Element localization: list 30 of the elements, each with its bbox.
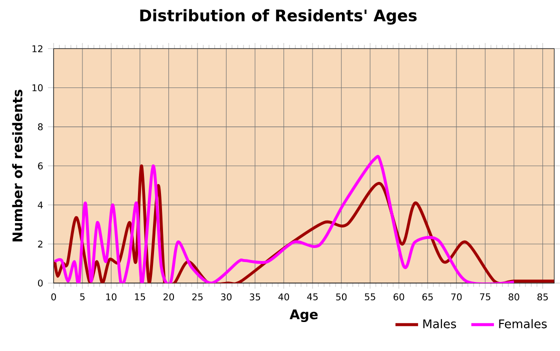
x-tick-label: 50 bbox=[336, 294, 347, 301]
y-tick-label: 6 bbox=[38, 162, 43, 170]
x-tick-label: 45 bbox=[307, 294, 318, 300]
legend-label: Males bbox=[423, 319, 456, 329]
x-tick-label: 20 bbox=[164, 294, 174, 301]
x-tick-label: 5 bbox=[80, 294, 85, 300]
x-tick-label: 65 bbox=[422, 294, 433, 301]
x-tick-label: 75 bbox=[480, 294, 490, 300]
x-tick-label: 40 bbox=[278, 294, 290, 301]
y-tick-label: 4 bbox=[38, 202, 43, 208]
x-tick-label: 35 bbox=[250, 294, 260, 301]
x-tick-label: 15 bbox=[135, 294, 146, 300]
y-tick-label: 10 bbox=[32, 84, 43, 92]
x-tick-label: 80 bbox=[508, 294, 520, 301]
x-tick-label: 30 bbox=[221, 294, 232, 301]
y-axis-title: Number of residents bbox=[12, 90, 22, 242]
x-tick-label: 25 bbox=[192, 294, 203, 301]
x-tick-label: 55 bbox=[364, 294, 376, 300]
x-tick-label: 70 bbox=[451, 294, 462, 301]
x-tick-label: 0 bbox=[51, 294, 56, 301]
y-tick-label: 12 bbox=[32, 45, 42, 52]
legend-label: Females bbox=[499, 319, 547, 329]
x-tick-label: 10 bbox=[106, 294, 116, 301]
x-tick-label: 60 bbox=[394, 294, 404, 301]
x-axis-title: Age bbox=[290, 310, 318, 322]
y-tick-label: 2 bbox=[38, 240, 42, 248]
chart-title: Distribution of Residents' Ages bbox=[140, 9, 417, 25]
x-tick-label: 85 bbox=[537, 294, 548, 301]
y-tick-label: 8 bbox=[38, 123, 43, 130]
y-tick-label: 0 bbox=[38, 280, 43, 287]
